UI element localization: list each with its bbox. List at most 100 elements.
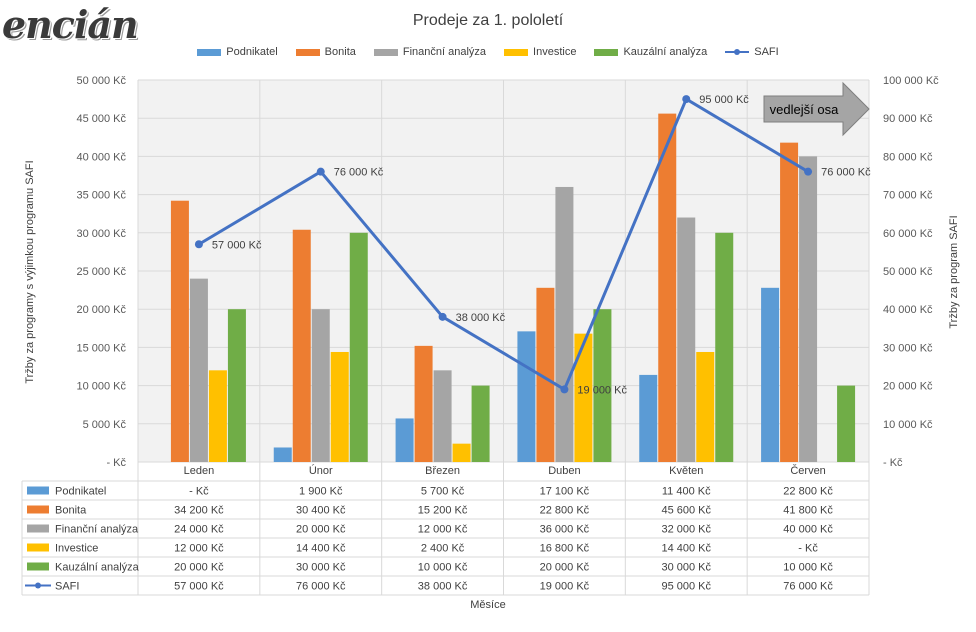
table-key-podnikatel — [27, 486, 49, 495]
y-left-tick-label: 30 000 Kč — [76, 228, 126, 240]
bar-financni-analyza — [311, 309, 330, 462]
table-cell: 10 000 Kč — [783, 562, 833, 574]
legend-label: Finanční analýza — [402, 46, 487, 58]
table-cell: 41 800 Kč — [783, 505, 833, 517]
table-cell: 15 200 Kč — [418, 505, 468, 517]
legend-label: Investice — [533, 46, 577, 58]
table-cell: 20 000 Kč — [296, 524, 346, 536]
legend-label: SAFI — [754, 46, 779, 58]
table-cell: 20 000 Kč — [540, 562, 590, 574]
table-cell: 76 000 Kč — [783, 581, 833, 593]
y-right-tick-label: 80 000 Kč — [883, 151, 933, 163]
y-left-tick-label: 15 000 Kč — [76, 342, 126, 354]
data-label-safi: 95 000 Kč — [699, 94, 749, 106]
table-cell: 16 800 Kč — [540, 543, 590, 555]
bar-financni-analyza — [189, 278, 208, 462]
data-label-safi: 38 000 Kč — [456, 312, 506, 324]
bar-investice — [452, 443, 471, 462]
data-label-safi: 57 000 Kč — [212, 239, 262, 251]
bar-podnikatel — [761, 287, 780, 462]
point-safi — [316, 167, 325, 176]
bar-investice — [330, 351, 349, 462]
chart-legend: Podnikatel Bonita Finanční analýza Investic… — [0, 46, 976, 58]
legend-item-podnikatel: Podnikatel — [197, 46, 278, 58]
secondary-axis-arrow-label: vedlejší osa — [770, 102, 839, 117]
y-right-tick-label: 30 000 Kč — [883, 342, 933, 354]
table-cell: 1 900 Kč — [299, 486, 343, 498]
bar-bonita — [780, 142, 799, 462]
table-cell: 95 000 Kč — [661, 581, 711, 593]
table-cell: 22 800 Kč — [783, 486, 833, 498]
table-cell: 32 000 Kč — [661, 524, 711, 536]
brand-logo: encián — [2, 2, 139, 47]
y-left-tick-label: 10 000 Kč — [76, 381, 126, 393]
legend-key — [594, 48, 619, 56]
bar-bonita — [292, 229, 311, 462]
bar-financni-analyza — [433, 370, 452, 462]
table-key-marker-safi — [35, 582, 41, 589]
table-cell: 24 000 Kč — [174, 524, 224, 536]
legend-key — [295, 48, 320, 56]
point-safi — [804, 167, 813, 176]
bar-podnikatel — [517, 331, 536, 462]
y-left-tick-label: 50 000 Kč — [76, 75, 126, 87]
bar-kauzalni-analyza — [715, 232, 734, 462]
table-cell: 5 700 Kč — [421, 486, 465, 498]
bar-financni-analyza — [555, 186, 574, 462]
bar-podnikatel — [273, 447, 292, 462]
y-left-tick-label: 40 000 Kč — [76, 151, 126, 163]
table-cell: 14 400 Kč — [661, 543, 711, 555]
y-left-tick-label: 25 000 Kč — [76, 266, 126, 278]
bar-bonita — [536, 287, 555, 462]
point-safi — [438, 312, 447, 321]
y-right-tick-label: 40 000 Kč — [883, 304, 933, 316]
table-cell: 11 400 Kč — [662, 486, 711, 498]
table-cell: - Kč — [798, 543, 818, 555]
line-safi — [198, 97, 809, 391]
table-cell: 22 800 Kč — [540, 505, 590, 517]
data-label-safi: 76 000 Kč — [334, 167, 384, 179]
bar-podnikatel — [395, 418, 414, 462]
table-cell: - Kč — [189, 486, 209, 498]
x-axis-title: Měsíce — [470, 599, 506, 611]
y-left-tick-label: 45 000 Kč — [76, 113, 126, 125]
y-right-tick-label: 90 000 Kč — [883, 113, 933, 125]
category-label: Červen — [790, 464, 825, 477]
bar-bonita — [658, 113, 677, 462]
table-cell: 19 000 Kč — [540, 581, 590, 593]
legend-item-safi: SAFI — [725, 46, 779, 58]
legend-label: Kauzální analýza — [623, 46, 708, 58]
bar-investice — [208, 370, 227, 462]
legend-key — [373, 48, 398, 56]
y-left-tick-label: 35 000 Kč — [76, 190, 126, 202]
legend-key — [197, 48, 222, 56]
table-cell: 20 000 Kč — [174, 562, 224, 574]
table-cell: 12 000 Kč — [418, 524, 468, 536]
category-label: Duben — [548, 465, 580, 477]
legend-key — [504, 48, 529, 56]
table-key-investice — [27, 543, 49, 552]
category-label: Leden — [184, 465, 215, 477]
bar-podnikatel — [639, 374, 658, 462]
y-left-tick-label: 5 000 Kč — [83, 419, 127, 431]
point-safi — [194, 240, 203, 249]
table-cell: 45 600 Kč — [661, 505, 711, 517]
table-series-name: Kauzální analýza — [55, 562, 140, 574]
bar-kauzalni-analyza — [593, 309, 612, 462]
table-cell: 30 000 Kč — [296, 562, 346, 574]
y-left-tick-label: - Kč — [106, 457, 126, 469]
category-label: Květen — [669, 465, 703, 477]
bar-kauzalni-analyza — [227, 309, 246, 462]
point-safi — [560, 385, 569, 394]
legend-item-financni-analyza: Finanční analýza — [373, 46, 487, 58]
bar-investice — [574, 333, 593, 462]
y-right-tick-label: 70 000 Kč — [883, 190, 933, 202]
y-right-tick-label: - Kč — [883, 457, 903, 469]
table-series-name: Investice — [55, 543, 98, 555]
table-cell: 34 200 Kč — [174, 505, 224, 517]
legend-key — [725, 48, 750, 56]
table-cell: 12 000 Kč — [174, 543, 224, 555]
data-label-safi: 76 000 Kč — [821, 167, 871, 179]
legend-label: Podnikatel — [226, 46, 278, 58]
